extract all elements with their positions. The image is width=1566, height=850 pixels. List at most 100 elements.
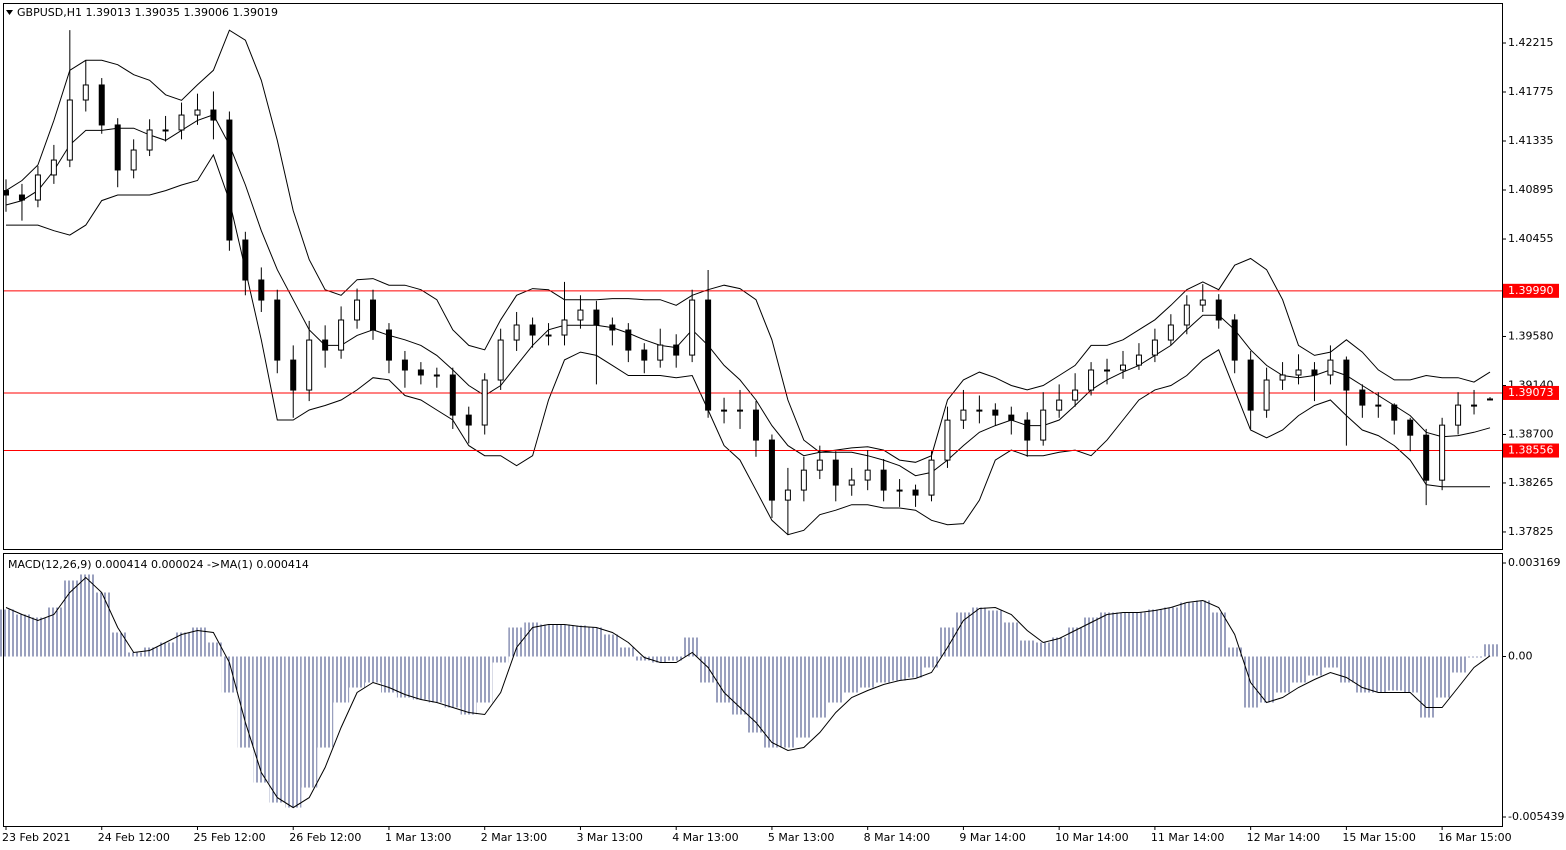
candle-body xyxy=(1407,419,1414,436)
candle-body xyxy=(1024,419,1031,441)
macd-bar xyxy=(891,656,908,681)
x-tick-label: 8 Mar 14:00 xyxy=(864,831,930,844)
candle-body xyxy=(545,334,552,337)
y-tick-label: 1.38700 xyxy=(1508,427,1554,440)
macd-bar xyxy=(732,656,748,715)
candle-body xyxy=(1183,304,1190,326)
symbol-menu-arrow[interactable] xyxy=(6,10,13,15)
candle-body xyxy=(338,319,345,351)
candle-body xyxy=(370,299,377,331)
x-tick-label: 25 Feb 12:00 xyxy=(193,831,265,844)
y-tick-label: -0.005439 xyxy=(1508,810,1564,823)
ma-last: 0.000414 xyxy=(256,558,309,571)
macd-bar xyxy=(1386,656,1403,691)
candle-body xyxy=(1375,404,1382,407)
macd-bar xyxy=(1434,656,1451,698)
macd-bar xyxy=(1226,647,1243,657)
candle-body xyxy=(306,339,313,391)
macd-bar xyxy=(301,656,318,788)
y-tick-label: 1.40455 xyxy=(1508,232,1554,245)
macd-bar xyxy=(173,632,190,657)
macd-bar xyxy=(1115,612,1131,657)
x-tick-label: 9 Mar 14:00 xyxy=(959,831,1025,844)
candle-body xyxy=(880,469,887,491)
macd-bar xyxy=(716,656,733,703)
candle-body xyxy=(960,409,967,421)
candle-body xyxy=(816,459,823,471)
macd-bar xyxy=(349,656,366,688)
candle-body xyxy=(1231,319,1238,361)
macd-bar xyxy=(1099,612,1116,657)
candle-body xyxy=(1391,404,1398,421)
symbol: GBPUSD,H1 xyxy=(17,6,82,19)
level-label-box xyxy=(1503,443,1559,458)
level-label-text: 1.39073 xyxy=(1508,386,1554,399)
x-tick-label: 23 Feb 2021 xyxy=(2,831,70,844)
macd-bar xyxy=(1306,656,1323,676)
price-pane-frame xyxy=(3,3,1503,550)
candle-body xyxy=(1343,359,1350,391)
candle-body xyxy=(1455,404,1462,426)
macd-bar xyxy=(109,632,126,657)
macd-bar xyxy=(700,656,717,683)
candle-body xyxy=(401,359,408,371)
candle-body xyxy=(1199,299,1206,306)
candle-body xyxy=(1439,424,1446,481)
macd-bar xyxy=(29,617,46,657)
macd-bar xyxy=(652,656,669,663)
macd-bar xyxy=(205,642,222,657)
candle-body xyxy=(322,339,329,351)
macd-bar xyxy=(380,656,397,693)
x-tick-label: 12 Mar 14:00 xyxy=(1247,831,1320,844)
level-label: 1.38556 xyxy=(1503,443,1559,458)
candle-body xyxy=(1008,414,1015,421)
candle-body xyxy=(274,299,281,361)
macd-bar xyxy=(141,647,158,657)
macd-bar xyxy=(1482,644,1498,657)
macd-bar xyxy=(1194,600,1211,657)
candle-body xyxy=(1359,389,1366,406)
macd-bar xyxy=(412,656,429,700)
macd-bar xyxy=(333,656,350,703)
candle-body xyxy=(1327,359,1334,376)
macd-bar xyxy=(476,656,493,703)
macd-bar xyxy=(189,627,206,657)
candle-body xyxy=(673,344,680,356)
candle-body xyxy=(864,469,871,481)
level-label-box xyxy=(1503,283,1559,298)
x-tick-label: 15 Mar 15:00 xyxy=(1342,831,1415,844)
candle-body xyxy=(1040,409,1047,441)
macd-bar xyxy=(748,656,764,733)
candle-body xyxy=(258,279,265,301)
x-tick-label: 11 Mar 14:00 xyxy=(1151,831,1224,844)
candle-body xyxy=(1471,404,1478,407)
macd-bar xyxy=(1035,642,1052,657)
candle-body xyxy=(1072,389,1079,401)
macd-title: MACD(12,26,9) xyxy=(8,558,92,571)
last-high: 1.39035 xyxy=(134,6,180,19)
candle-body xyxy=(944,419,951,461)
macd-bar xyxy=(827,656,844,703)
y-tick-label: 1.41335 xyxy=(1508,134,1554,147)
macd-bar xyxy=(428,656,445,703)
candle-body xyxy=(752,409,759,441)
macd-bar xyxy=(1130,612,1147,657)
candle-body xyxy=(385,329,392,361)
macd-bar xyxy=(365,656,381,683)
candle-body xyxy=(66,99,73,161)
candle-body xyxy=(417,369,424,376)
macd-bar xyxy=(1402,656,1419,693)
macd-bar xyxy=(396,656,413,698)
macd-bar xyxy=(684,637,701,657)
macd-bar xyxy=(93,592,110,657)
macd-bar xyxy=(508,627,525,657)
macd-bar xyxy=(237,656,254,748)
candle-body xyxy=(242,239,249,281)
candle-body xyxy=(689,299,696,356)
macd-bar xyxy=(1466,656,1483,658)
candle-body xyxy=(1119,364,1126,371)
macd-bar xyxy=(492,656,509,663)
y-tick-label: 1.42215 xyxy=(1508,36,1554,49)
